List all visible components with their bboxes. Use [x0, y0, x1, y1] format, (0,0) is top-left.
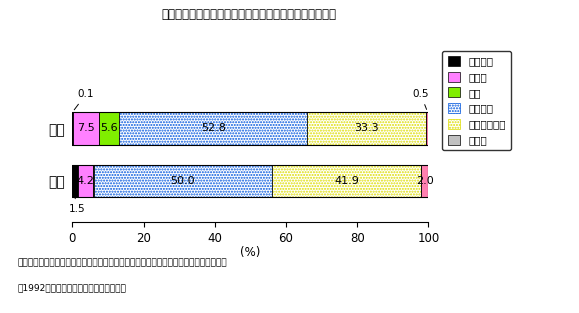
Text: 5.6: 5.6 — [101, 123, 118, 133]
Text: 第２－１－１１図　日米における電気通信需要分野構成: 第２－１－１１図 日米における電気通信需要分野構成 — [162, 8, 336, 21]
Text: 1.5: 1.5 — [69, 198, 86, 214]
Bar — [272, 165, 421, 198]
Bar — [72, 112, 428, 145]
Bar — [93, 165, 94, 198]
Text: 50.0: 50.0 — [170, 176, 195, 186]
Bar — [100, 112, 119, 145]
Bar — [94, 165, 272, 198]
Bar — [272, 165, 421, 198]
Text: 7.5: 7.5 — [77, 123, 95, 133]
Bar — [307, 112, 426, 145]
Bar — [307, 112, 426, 145]
X-axis label: (%): (%) — [240, 246, 261, 259]
Text: 2.0: 2.0 — [416, 176, 434, 186]
Bar — [426, 112, 428, 145]
Legend: 農林水産, 鉱工業, 建設, サービス, 家計消費支出, その他: 農林水産, 鉱工業, 建設, サービス, 家計消費支出, その他 — [442, 51, 511, 150]
Bar — [94, 165, 272, 198]
Text: 0.1: 0.1 — [74, 89, 94, 110]
Bar — [72, 165, 78, 198]
Bar — [94, 165, 272, 198]
Text: 「1992年米国産業連関表」　により作成: 「1992年米国産業連関表」 により作成 — [17, 283, 126, 292]
Bar — [119, 112, 307, 145]
Bar — [307, 112, 426, 145]
Bar — [73, 112, 100, 145]
Text: 4.2: 4.2 — [76, 176, 94, 186]
Bar — [119, 112, 307, 145]
Bar — [272, 165, 421, 198]
Text: 52.8: 52.8 — [201, 123, 226, 133]
Bar — [72, 165, 428, 198]
Text: 33.3: 33.3 — [354, 123, 379, 133]
Text: 0.5: 0.5 — [412, 89, 429, 110]
Bar — [119, 112, 307, 145]
Bar — [78, 165, 93, 198]
Bar — [421, 165, 428, 198]
Text: 郵政省資料、「産業連関表」（総務庁）、「産業連関表（延長表）」（通商産業省）、: 郵政省資料、「産業連関表」（総務庁）、「産業連関表（延長表）」（通商産業省）、 — [17, 258, 227, 267]
Text: 41.9: 41.9 — [334, 176, 359, 186]
